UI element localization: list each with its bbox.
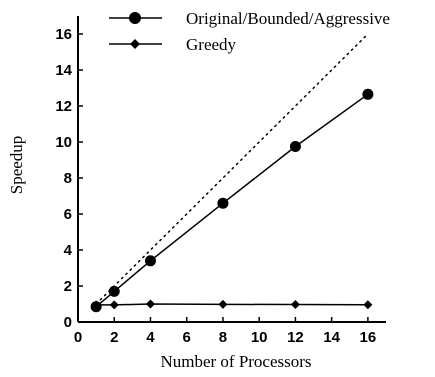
series-markers [90,88,374,313]
greedy-data-point [218,299,228,309]
x-tick-label: 10 [251,329,268,346]
greedy-data-point [91,300,101,310]
y-tick-label: 4 [64,242,73,259]
y-tick-label: 12 [55,98,72,115]
original-series-line [95,93,369,308]
x-tick-label: 16 [360,329,377,346]
y-tick-label: 14 [55,62,72,79]
greedy-data-point [109,300,119,310]
x-tick-label: 8 [219,329,227,346]
greedy-data-point [290,300,300,310]
ideal-speedup-line [95,33,369,305]
y-axis-title: Speedup [7,136,26,195]
x-tick-label: 6 [183,329,191,346]
original-data-point [144,255,156,267]
x-tick-label: 12 [287,329,304,346]
x-axis-title: Number of Processors [160,352,311,371]
legend-label: Greedy [186,35,237,54]
ideal-speedup-line-group [95,33,369,305]
greedy-series-line [96,303,368,306]
axes [77,16,386,323]
y-tick-label: 8 [64,170,72,187]
y-tick-label: 2 [64,278,72,295]
legend-circle-marker [129,12,141,24]
y-tick-label: 16 [55,26,72,43]
x-tick-label: 4 [146,329,155,346]
original-data-point [217,197,229,209]
y-tick-label: 6 [64,206,72,223]
tick-group: 0 2 4 6 8 10 12 14 16 0 2 4 6 8 10 12 14 16 [55,26,376,346]
x-tick-label: 2 [110,329,118,346]
greedy-data-point [363,300,373,310]
legend: Original/Bounded/Aggressive Greedy [109,9,390,54]
legend-diamond-marker [130,39,140,49]
original-data-point [108,285,120,297]
y-tick-label: 0 [64,314,72,331]
x-tick-label: 14 [323,329,340,346]
legend-label: Original/Bounded/Aggressive [186,9,390,28]
original-data-point [289,141,301,152]
series-lines [95,93,369,308]
y-tick-label: 10 [55,134,72,151]
original-data-point [362,88,374,100]
greedy-data-point [145,299,155,309]
x-tick-label: 0 [74,329,82,346]
